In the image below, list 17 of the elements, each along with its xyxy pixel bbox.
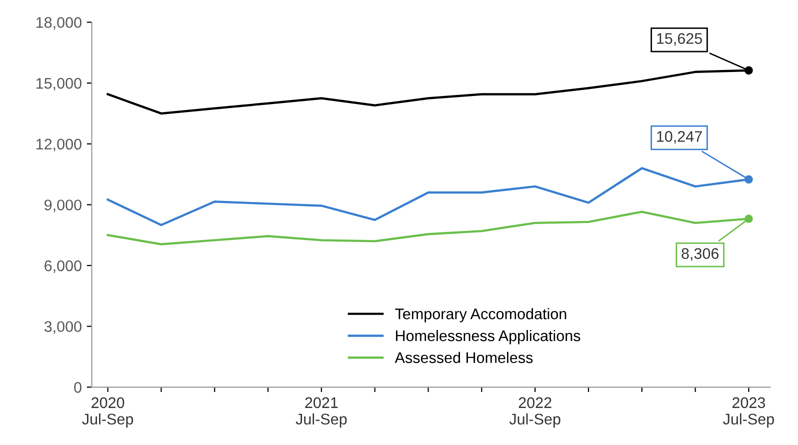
y-tick-label: 9,000 bbox=[44, 200, 82, 212]
x-tick-label: 2022 Jul-Sep bbox=[509, 397, 560, 428]
legend-label: Temporary Accomodation bbox=[395, 308, 566, 322]
legend-label: Assessed Homeless bbox=[394, 352, 533, 364]
legend-label: Homelessness Applications bbox=[396, 330, 580, 344]
y-tick-label: 0 bbox=[74, 382, 82, 393]
y-tick-label: 6,000 bbox=[44, 260, 82, 274]
y-tick-label: 12,000 bbox=[36, 138, 82, 152]
data-label: 15,625 bbox=[657, 33, 702, 46]
data-label: 10,247 bbox=[657, 131, 702, 144]
y-tick-label: 3,000 bbox=[44, 321, 82, 334]
y-tick-label: 15,000 bbox=[36, 78, 82, 91]
y-tick-label: 18,000 bbox=[36, 17, 82, 30]
x-tick-label: 2020 Jul-Sep bbox=[82, 397, 134, 428]
x-tick-label: 2021 Jul-Sep bbox=[296, 397, 347, 428]
x-tick-label: 2023 Jul-Sep bbox=[723, 397, 774, 428]
data-label: 8,306 bbox=[682, 248, 719, 261]
